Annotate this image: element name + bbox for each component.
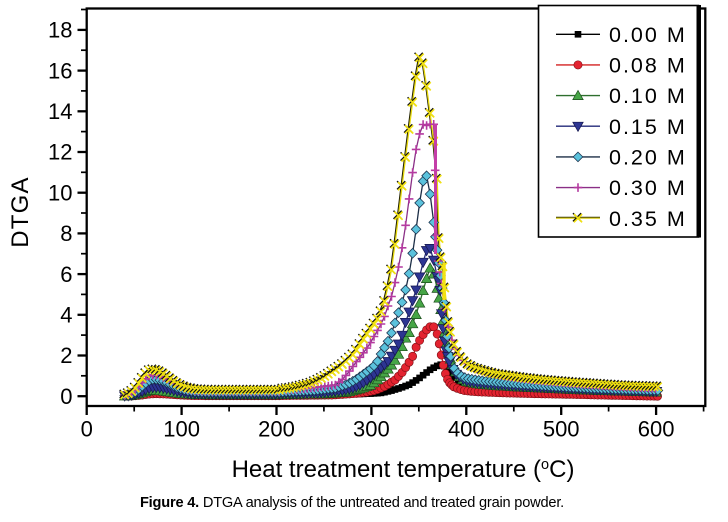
svg-text:14: 14 [48, 99, 72, 124]
svg-text:500: 500 [543, 417, 580, 442]
svg-text:0.08 M: 0.08 M [609, 54, 687, 78]
svg-text:0.30 M: 0.30 M [609, 176, 687, 200]
svg-text:200: 200 [258, 417, 295, 442]
svg-text:0.15 M: 0.15 M [609, 115, 687, 139]
svg-text:400: 400 [448, 417, 485, 442]
svg-text:600: 600 [638, 417, 675, 442]
svg-text:10: 10 [48, 180, 72, 205]
svg-text:DTGA: DTGA [7, 176, 34, 247]
svg-text:12: 12 [48, 140, 72, 165]
svg-text:0.00 M: 0.00 M [609, 23, 687, 47]
svg-text:0: 0 [60, 384, 72, 409]
svg-text:16: 16 [48, 58, 72, 83]
svg-text:300: 300 [353, 417, 390, 442]
svg-text:2: 2 [60, 343, 72, 368]
svg-text:6: 6 [60, 262, 72, 287]
svg-text:0.35 M: 0.35 M [609, 207, 687, 231]
svg-text:Heat treatment temperature (oC: Heat treatment temperature (oC) [232, 456, 575, 483]
svg-text:18: 18 [48, 18, 72, 43]
svg-text:100: 100 [163, 417, 200, 442]
svg-text:0: 0 [81, 417, 93, 442]
svg-text:4: 4 [60, 303, 72, 328]
svg-text:0.10 M: 0.10 M [609, 84, 687, 108]
svg-text:0.20 M: 0.20 M [609, 146, 687, 170]
svg-text:8: 8 [60, 221, 72, 246]
